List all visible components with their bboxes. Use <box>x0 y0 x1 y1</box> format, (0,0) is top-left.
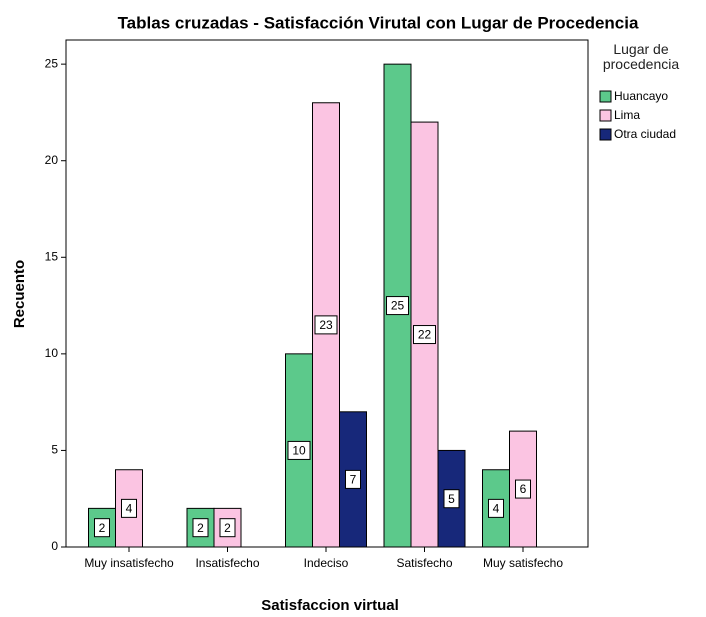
y-tick-label: 10 <box>45 346 59 360</box>
legend-title: Lugar de procedencia <box>602 41 680 72</box>
legend-label: Huancayo <box>614 89 668 103</box>
legend-swatch <box>599 109 612 122</box>
value-label-box <box>219 518 236 538</box>
value-label: 23 <box>319 318 333 332</box>
value-label-box <box>345 469 361 489</box>
x-tick-label: Muy insatisfecho <box>84 556 174 570</box>
value-label: 7 <box>350 473 357 487</box>
value-label-box <box>121 498 137 518</box>
value-label: 2 <box>197 521 204 535</box>
legend-label: Lima <box>614 108 640 122</box>
legend-swatch <box>599 128 612 141</box>
value-label-box <box>515 479 531 499</box>
y-tick-label: 0 <box>51 539 58 553</box>
value-label: 4 <box>126 502 133 516</box>
x-tick-label: Indeciso <box>303 556 349 570</box>
legend-label: Otra ciudad <box>614 127 676 141</box>
y-tick-label: 20 <box>45 153 59 167</box>
chart-title: Tablas cruzadas - Satisfacción Virutal c… <box>118 13 639 32</box>
value-label: 5 <box>448 492 455 506</box>
value-label: 22 <box>418 328 432 342</box>
value-label: 2 <box>99 521 106 535</box>
value-label-box <box>314 315 338 335</box>
value-label-box <box>488 498 504 518</box>
value-label: 6 <box>520 482 527 496</box>
value-label: 4 <box>493 502 500 516</box>
value-label-box <box>94 518 110 538</box>
y-tick-label: 25 <box>45 56 59 70</box>
value-label-box <box>386 296 409 316</box>
x-tick-label: Muy satisfecho <box>482 556 564 570</box>
value-label: 25 <box>391 299 405 313</box>
value-label-box <box>443 489 460 509</box>
x-tick-label: Satisfecho <box>396 556 453 570</box>
value-label: 10 <box>292 444 306 458</box>
y-tick-label: 5 <box>51 443 58 457</box>
x-tick-label: Insatisfecho <box>195 556 260 570</box>
value-label-box <box>413 325 436 345</box>
value-label: 2 <box>224 521 231 535</box>
legend-swatch <box>599 90 612 103</box>
y-tick-label: 15 <box>45 249 59 263</box>
value-label-box <box>287 440 311 460</box>
y-axis-label: Recuento <box>11 260 28 328</box>
x-axis-label: Satisfaccion virtual <box>261 597 399 614</box>
value-label-box <box>192 518 209 538</box>
